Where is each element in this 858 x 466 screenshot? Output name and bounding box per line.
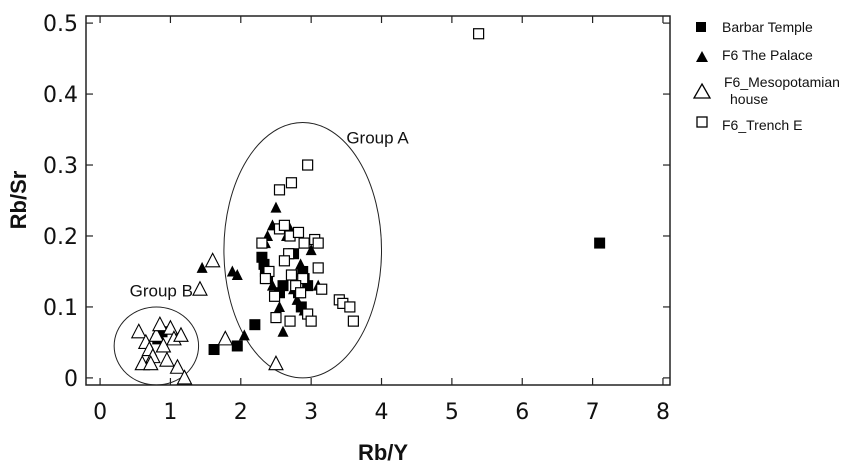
y-axis-ticks: 0 0.1 0.2 0.3 0.4 0.5	[43, 12, 670, 392]
group-ellipses	[113, 121, 383, 386]
point-filled-square	[302, 280, 314, 292]
point-filled-square	[249, 319, 261, 331]
x-axis-ticks: 0 1 2 3 4 5 6 7 8	[93, 16, 670, 425]
x-tick-label: 5	[445, 400, 459, 425]
point-open-square	[259, 272, 272, 285]
point-open-triangle	[148, 326, 165, 342]
point-filled-triangle	[231, 269, 243, 281]
point-open-square	[298, 237, 310, 249]
x-tick-label: 2	[234, 400, 248, 425]
x-tick-label: 6	[515, 400, 529, 425]
x-axis-title: Rb/Y	[358, 440, 408, 465]
ellipse-group-a	[223, 121, 383, 379]
legend-label-barbar-temple: Barbar Temple	[722, 19, 813, 35]
legend-label-mesopotamian-house: F6_Mesopotamian house	[724, 74, 844, 107]
point-open-triangle	[151, 315, 168, 332]
point-open-square	[278, 255, 291, 267]
point-filled-square	[208, 344, 220, 356]
data-points	[130, 28, 606, 385]
x-tick-label: 8	[656, 400, 670, 425]
point-filled-square	[277, 280, 289, 292]
ellipse-group-b	[113, 306, 200, 386]
legend-label-the-palace: F6 The Palace	[722, 47, 813, 63]
point-open-square	[302, 159, 314, 171]
point-open-triangle	[159, 351, 175, 367]
point-filled-triangle	[270, 201, 282, 213]
point-open-square	[285, 177, 298, 189]
y-tick-label: 0.2	[43, 225, 78, 250]
point-filled-square	[594, 237, 606, 249]
x-tick-label: 3	[304, 400, 318, 425]
point-filled-square	[295, 301, 307, 313]
y-tick-label: 0.5	[43, 12, 78, 37]
group-labels: Group A Group B	[130, 129, 410, 301]
point-filled-square	[156, 326, 168, 338]
x-tick-label: 1	[163, 400, 177, 425]
point-filled-triangle	[295, 258, 307, 270]
point-open-triangle	[204, 252, 221, 268]
point-open-triangle	[173, 326, 189, 342]
point-open-triangle	[192, 280, 208, 296]
point-open-square	[270, 311, 282, 324]
point-filled-triangle	[266, 279, 278, 291]
point-open-square	[344, 301, 356, 313]
plot-frame	[85, 15, 671, 386]
point-open-square	[305, 315, 317, 327]
point-open-square	[347, 315, 359, 327]
point-open-triangle	[130, 323, 147, 339]
x-tick-label: 4	[375, 400, 389, 425]
legend-marker-the-palace	[696, 51, 708, 62]
point-open-square	[473, 28, 485, 40]
point-open-square	[312, 262, 324, 274]
point-open-square	[285, 269, 298, 281]
point-open-triangle	[169, 358, 186, 374]
point-open-square	[297, 272, 309, 285]
point-filled-square	[256, 251, 268, 263]
y-tick-label: 0.3	[43, 154, 78, 179]
point-filled-triangle	[291, 293, 303, 305]
x-tick-label: 7	[586, 400, 600, 425]
legend: Barbar Temple F6 The Palace F6_Mesopotam…	[692, 19, 844, 133]
point-filled-triangle	[273, 300, 285, 312]
point-filled-square	[258, 258, 270, 270]
point-open-square	[256, 237, 268, 249]
point-filled-triangle	[277, 325, 289, 337]
point-open-square	[316, 283, 328, 295]
point-open-square	[292, 226, 305, 239]
annotation-group-b: Group B	[130, 281, 193, 300]
y-tick-label: 0.1	[43, 296, 78, 321]
point-open-square	[268, 290, 281, 302]
point-open-square	[295, 287, 307, 299]
point-open-triangle	[217, 330, 234, 346]
y-tick-label: 0	[64, 367, 78, 392]
annotation-group-a: Group A	[346, 129, 409, 148]
y-tick-label: 0.4	[43, 83, 78, 108]
legend-marker-barbar-temple	[696, 22, 706, 32]
point-open-triangle	[142, 355, 159, 371]
legend-marker-trench-e	[696, 116, 708, 128]
legend-label-trench-e: F6_Trench E	[722, 117, 802, 133]
point-filled-triangle	[305, 244, 317, 256]
point-filled-square	[297, 265, 309, 277]
point-open-square	[284, 315, 296, 327]
x-tick-label: 0	[93, 400, 107, 425]
point-filled-triangle	[196, 261, 208, 273]
point-open-square	[312, 237, 324, 249]
point-open-triangle	[268, 355, 284, 371]
point-open-triangle	[176, 369, 193, 385]
y-axis-title: Rb/Sr	[6, 170, 31, 229]
point-open-square	[273, 184, 286, 196]
point-open-square	[278, 219, 291, 231]
point-filled-square	[231, 340, 243, 352]
point-filled-triangle	[238, 329, 250, 341]
legend-marker-mesopotamian-house	[692, 82, 712, 99]
